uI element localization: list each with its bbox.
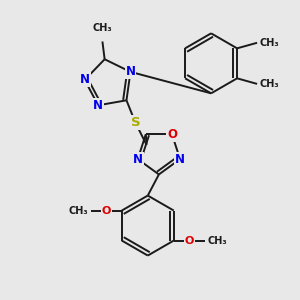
Text: O: O [184,236,194,246]
Text: CH₃: CH₃ [93,22,112,33]
Text: CH₃: CH₃ [259,38,279,48]
Text: N: N [80,74,90,86]
Text: N: N [133,153,143,166]
Text: CH₃: CH₃ [207,236,227,246]
Text: S: S [130,116,140,129]
Text: CH₃: CH₃ [69,206,88,216]
Text: CH₃: CH₃ [259,79,279,89]
Text: N: N [125,65,136,78]
Text: O: O [102,206,111,216]
Text: N: N [175,153,185,166]
Text: N: N [93,99,103,112]
Text: O: O [167,128,177,141]
